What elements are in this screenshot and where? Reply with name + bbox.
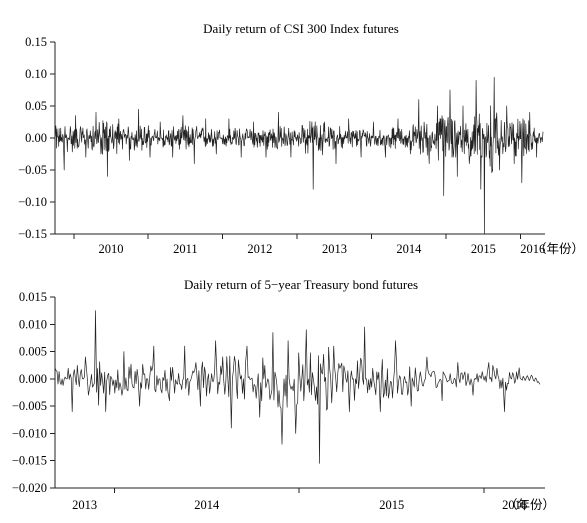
chart-treasury-x-tick-label: 2015 <box>379 498 404 512</box>
chart-csi300-y-tick-label: −0.10 <box>18 195 47 209</box>
chart-csi300-x-tick-label: 2016 <box>520 242 545 256</box>
chart-treasury-series-line <box>54 310 541 464</box>
chart-csi300-x-tick-label: 2012 <box>247 242 272 256</box>
chart-csi300-title: Daily return of CSI 300 Index futures <box>203 21 399 36</box>
chart-csi300-x-tick-label: 2013 <box>322 242 347 256</box>
chart-csi300-x-tick-label: 2010 <box>98 242 123 256</box>
chart-treasury-title: Daily return of 5−year Treasury bond fut… <box>184 277 418 292</box>
chart-treasury-y-tick-label: −0.005 <box>12 399 47 413</box>
chart-treasury-x-tick-label: 2013 <box>72 498 97 512</box>
chart-treasury-y-tick-label: −0.010 <box>12 426 47 440</box>
chart-csi300-x-tick-label: 2015 <box>471 242 496 256</box>
chart-csi300-y-tick-label: 0.05 <box>25 99 47 113</box>
chart-csi300-x-ticks: 2010 2011 2012 2013 2014 2015 2016 <box>73 234 545 256</box>
chart-treasury-y-tick-label: 0.000 <box>19 372 47 386</box>
chart-csi300-x-unit: （年份） <box>534 242 584 256</box>
chart-csi300-y-tick-label: −0.15 <box>18 227 47 241</box>
chart-treasury-x-tick-label: 2016 <box>502 498 527 512</box>
chart-treasury-x-unit: （年份） <box>505 498 555 512</box>
chart-treasury-y-tick-label: 0.010 <box>19 317 47 331</box>
chart-csi300-x-tick-label: 2014 <box>396 242 422 256</box>
chart-csi300: Daily return of CSI 300 Index futures 0.… <box>18 21 584 256</box>
chart-treasury-x-tick-label: 2014 <box>194 498 220 512</box>
chart-treasury-y-tick-label: 0.005 <box>19 345 47 359</box>
chart-csi300-x-tick-label: 2011 <box>173 242 198 256</box>
chart-treasury-x-ticks: 2013 2014 2015 2016 <box>72 488 527 512</box>
chart-csi300-series-line <box>54 76 544 235</box>
chart-csi300-series <box>54 76 544 235</box>
chart-treasury: Daily return of 5−year Treasury bond fut… <box>12 277 555 512</box>
chart-csi300-y-tick-label: 0.00 <box>25 131 47 145</box>
chart-csi300-y-tick-label: −0.05 <box>18 163 47 177</box>
chart-csi300-y-tick-label: 0.10 <box>25 67 47 81</box>
chart-csi300-y-tick-label: 0.15 <box>25 35 47 49</box>
chart-treasury-series <box>54 310 541 464</box>
chart-treasury-y-tick-label: −0.020 <box>12 481 47 495</box>
chart-treasury-y-tick-label: 0.015 <box>19 290 47 304</box>
chart-csi300-y-ticks: 0.15 0.10 0.05 0.00 −0.05 −0.10 −0.15 <box>18 35 55 241</box>
chart-treasury-y-tick-label: −0.015 <box>12 454 47 468</box>
chart-treasury-y-ticks: 0.015 0.010 0.005 0.000 −0.005 −0.010 −0.015 −0… <box>12 290 55 495</box>
